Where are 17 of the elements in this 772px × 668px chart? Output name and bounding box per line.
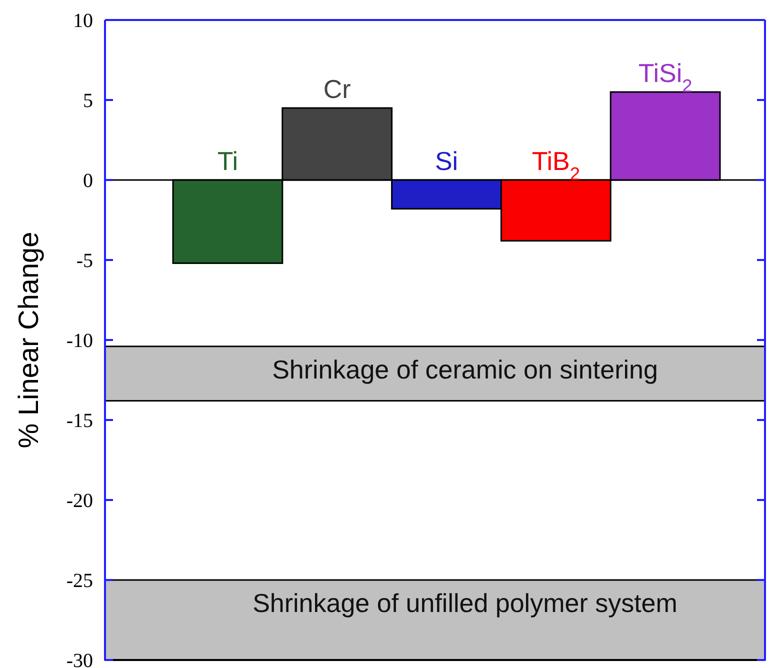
y-tick-label: -10 xyxy=(66,330,93,352)
band-label: Shrinkage of unfilled polymer system xyxy=(252,588,678,618)
y-tick-label: -25 xyxy=(66,570,93,592)
y-tick-label: 0 xyxy=(83,170,93,192)
band-label: Shrinkage of ceramic on sintering xyxy=(272,354,658,384)
x-tick-label: Si xyxy=(434,146,458,176)
y-axis-title: % Linear Change xyxy=(13,232,44,448)
y-tick-label: -15 xyxy=(66,410,93,432)
x-tick-label: Cr xyxy=(323,74,352,104)
y-tick-label: 10 xyxy=(73,10,93,32)
y-tick-label: -5 xyxy=(76,250,93,272)
y-tick-label: 5 xyxy=(83,90,93,112)
y-tick-label: -30 xyxy=(66,650,93,668)
x-tick-label: TiB$_{2}$ xyxy=(532,146,580,184)
y-tick-label: -20 xyxy=(66,490,93,512)
x-tick-label: Ti xyxy=(217,146,238,176)
x-tick-label: TiSi$_{2}$ xyxy=(638,58,692,96)
